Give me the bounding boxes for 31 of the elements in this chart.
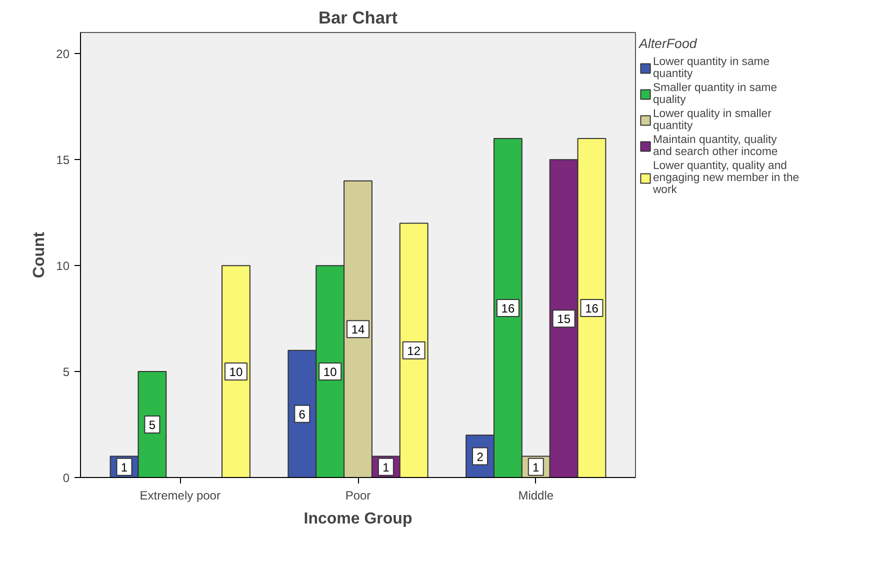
data-label: 1 <box>382 460 390 474</box>
x-axis-title: Income Group <box>304 510 412 528</box>
data-label: 5 <box>148 418 156 432</box>
data-label: 16 <box>501 301 515 316</box>
data-label: 14 <box>351 322 365 337</box>
y-tick-label: 15 <box>56 153 70 168</box>
data-label: 1 <box>532 460 540 474</box>
y-axis-title: Count <box>31 231 48 278</box>
data-label: 10 <box>229 365 243 380</box>
y-tick-label: 5 <box>62 365 70 380</box>
y-tick-label: 0 <box>62 471 70 485</box>
x-tick-label: Poor <box>345 488 371 502</box>
y-tick-label: 10 <box>56 259 70 274</box>
data-label: 15 <box>557 312 571 326</box>
x-tick-label: Middle <box>518 488 554 502</box>
data-label: 1 <box>120 460 128 474</box>
legend-label: Lower quantity in same quantity <box>653 56 770 80</box>
legend-label: Maintain quantity, quality and search other income <box>653 134 778 158</box>
chart-title: Bar Chart <box>318 8 398 28</box>
legend-title: AlterFood <box>639 36 698 51</box>
legend-label: Smaller quantity in same quality <box>653 82 778 106</box>
bar <box>222 265 250 478</box>
x-tick-label: Extremely poor <box>140 488 220 502</box>
legend-label: Lower quantity, quality and engaging new member in the work <box>653 160 800 196</box>
data-label: 16 <box>585 301 599 316</box>
data-label: 6 <box>298 407 306 422</box>
data-label: 12 <box>407 344 421 358</box>
data-label: 2 <box>476 450 484 464</box>
y-tick-label: 20 <box>56 47 70 62</box>
data-label: 10 <box>323 365 338 380</box>
legend-label: Lower quality in smaller quantity <box>653 108 772 132</box>
